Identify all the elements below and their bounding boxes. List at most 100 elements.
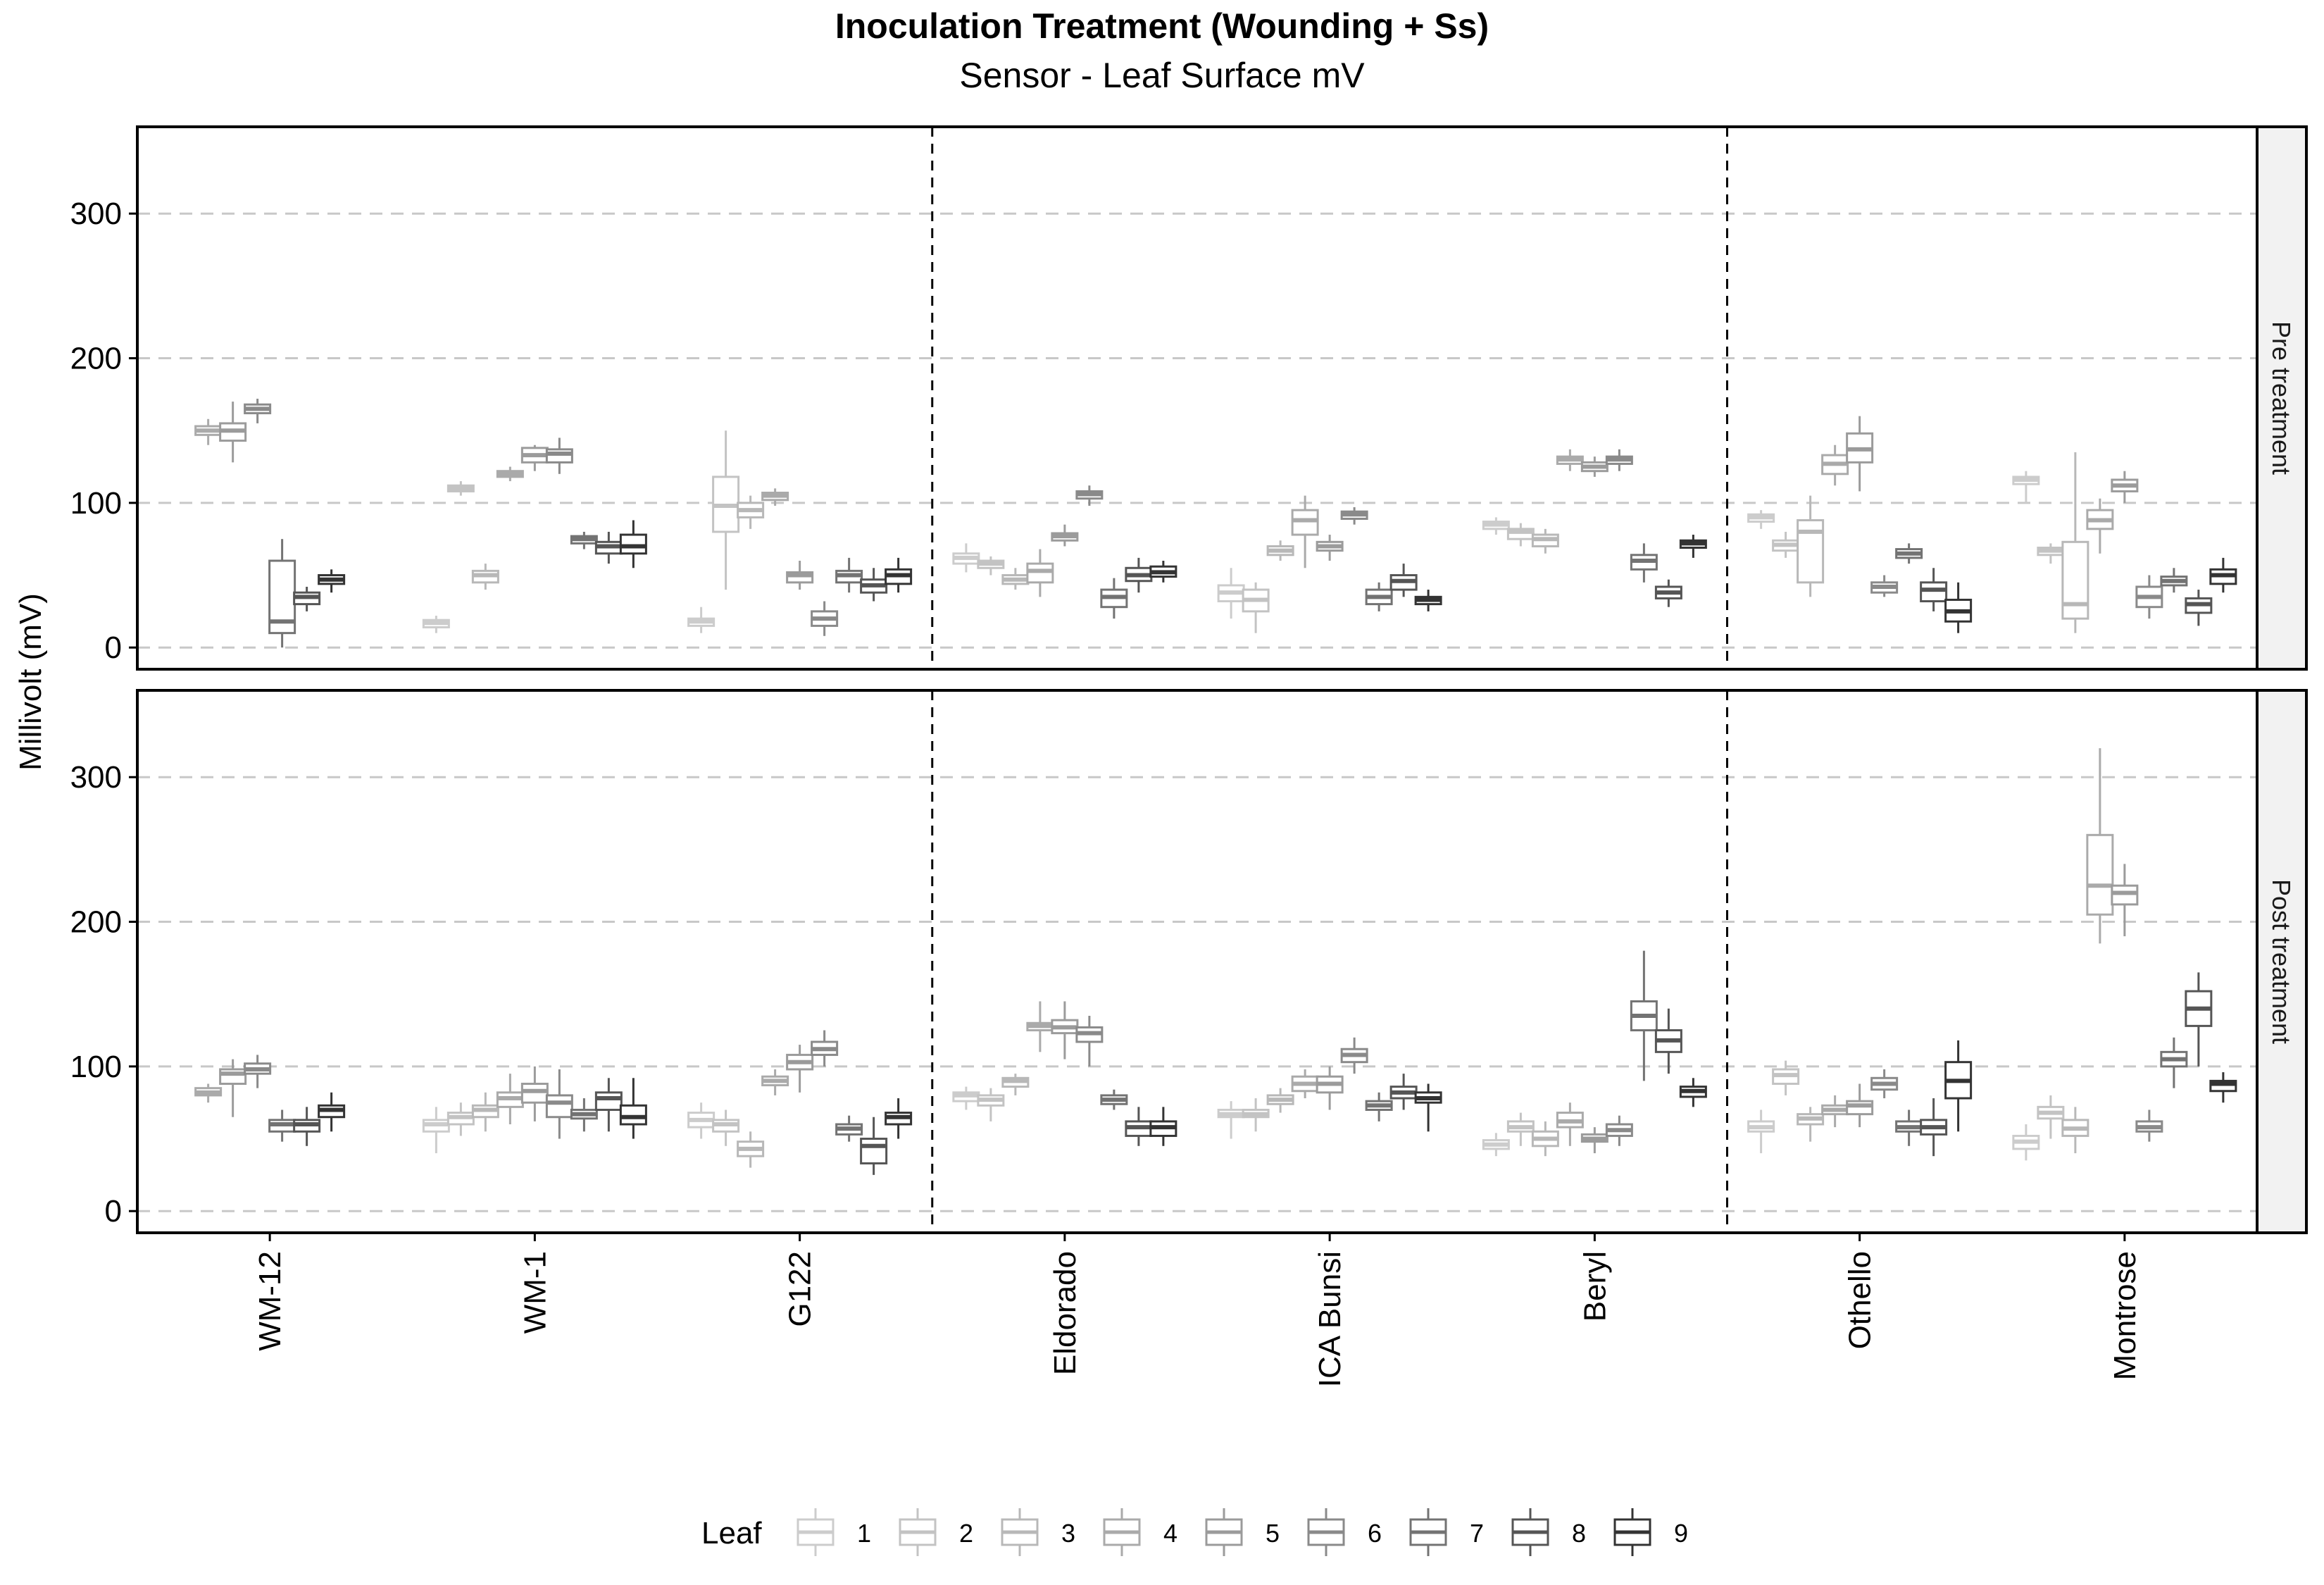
box-iqr: [1026, 562, 1054, 584]
box-wm-1-leaf-7: [570, 531, 598, 549]
box-eldorado-leaf-2: [977, 556, 1005, 576]
legend-item-leaf-4: 4: [1103, 1508, 1177, 1556]
legend-label: 3: [1061, 1519, 1075, 1548]
box-othello-leaf-2: [1772, 531, 1800, 558]
box-eldorado-leaf-8: [1125, 557, 1153, 593]
box-g122-leaf-2: [712, 1110, 740, 1146]
box-montrose-leaf-5: [2111, 471, 2139, 503]
box-beryl-leaf-4: [1556, 449, 1584, 471]
box-eldorado-leaf-9: [1149, 561, 1177, 583]
box-wm-12-leaf-5: [219, 1059, 247, 1117]
box-montrose-leaf-4: [2086, 498, 2114, 554]
x-tick-label: Eldorado: [1048, 1251, 1082, 1375]
legend-label: 8: [1572, 1519, 1586, 1548]
box-eldorado-leaf-5: [1051, 524, 1079, 547]
box-iqr: [545, 1094, 573, 1119]
box-eldorado-leaf-4: [1026, 549, 1054, 597]
box-g122-leaf-3: [737, 1131, 765, 1168]
box-beryl-leaf-9: [1679, 1078, 1707, 1107]
box-ica-bunsi-leaf-8: [1389, 1074, 1418, 1110]
box-beryl-leaf-2: [1506, 1112, 1535, 1146]
chart-subtitle: Sensor - Leaf Surface mV: [959, 56, 1365, 95]
box-eldorado-leaf-4: [1026, 1001, 1054, 1052]
box-othello-leaf-4: [1821, 445, 1849, 486]
box-othello-leaf-8: [1920, 568, 1948, 611]
box-g122-leaf-6: [811, 1030, 839, 1067]
x-tick-label: Othello: [1843, 1251, 1878, 1349]
box-beryl-leaf-3: [1531, 1121, 1559, 1157]
box-othello-leaf-2: [1772, 1060, 1800, 1095]
legend-label: 9: [1674, 1519, 1688, 1548]
box-wm-12-leaf-4: [194, 418, 223, 445]
box-wm-12-leaf-8: [293, 1107, 321, 1146]
x-tick-label: Beryl: [1578, 1251, 1612, 1322]
box-othello-leaf-4: [1821, 1095, 1849, 1128]
box-wm-1-leaf-5: [520, 1066, 549, 1121]
box-wm-1-leaf-7: [570, 1098, 598, 1132]
box-wm-12-leaf-5: [219, 402, 247, 463]
box-eldorado-leaf-3: [1001, 568, 1030, 590]
box-wm-12-leaf-6: [244, 399, 272, 423]
legend-item-leaf-5: 5: [1205, 1508, 1280, 1556]
box-eldorado-leaf-6: [1075, 485, 1104, 506]
box-montrose-leaf-8: [2185, 590, 2213, 626]
box-othello-leaf-3: [1797, 495, 1825, 597]
box-wm-1-leaf-8: [594, 531, 623, 564]
y-tick-label: 300: [70, 197, 122, 231]
box-othello-leaf-5: [1846, 416, 1874, 492]
box-wm-1-leaf-9: [619, 520, 647, 568]
box-ica-bunsi-leaf-5: [1316, 1066, 1344, 1110]
box-wm-12-leaf-9: [318, 569, 346, 593]
box-eldorado-leaf-3: [1001, 1074, 1030, 1095]
box-montrose-leaf-3: [2061, 452, 2089, 633]
box-g122-leaf-4: [761, 1069, 789, 1095]
box-iqr: [1797, 519, 1825, 584]
y-tick-label: 0: [105, 630, 122, 665]
box-montrose-leaf-2: [2037, 543, 2065, 564]
box-montrose-leaf-6: [2135, 575, 2163, 619]
legend-title: Leaf: [701, 1516, 762, 1550]
box-g122-leaf-7: [835, 557, 863, 593]
box-iqr: [1920, 581, 1948, 602]
box-ica-bunsi-leaf-3: [1266, 540, 1294, 561]
x-tick-label: G122: [783, 1251, 818, 1327]
box-montrose-leaf-2: [2037, 1095, 2065, 1139]
box-beryl-leaf-3: [1531, 528, 1559, 554]
box-ica-bunsi-leaf-6: [1340, 1037, 1368, 1074]
box-wm-1-leaf-4: [496, 1074, 524, 1124]
box-wm-1-leaf-2: [446, 481, 475, 496]
box-montrose-leaf-3: [2061, 1107, 2089, 1154]
x-tick-label: WM-12: [253, 1251, 287, 1351]
box-wm-12-leaf-4: [194, 1083, 223, 1103]
y-tick-label: 300: [70, 760, 122, 795]
box-montrose-leaf-9: [2209, 557, 2237, 593]
box-g122-leaf-8: [860, 1117, 888, 1175]
box-iqr: [594, 1091, 623, 1111]
box-g122-leaf-9: [885, 557, 913, 593]
box-iqr: [860, 1138, 888, 1164]
box-wm-1-leaf-1: [422, 1107, 450, 1154]
legend-label: 4: [1163, 1519, 1177, 1548]
box-eldorado-leaf-8: [1125, 1107, 1153, 1146]
box-eldorado-leaf-6: [1075, 1016, 1104, 1067]
x-tick-label: WM-1: [518, 1251, 552, 1334]
box-iqr: [1291, 509, 1319, 536]
box-montrose-leaf-7: [2160, 568, 2188, 593]
box-eldorado-leaf-1: [952, 1086, 980, 1110]
box-beryl-leaf-8: [1654, 579, 1682, 607]
box-wm-1-leaf-8: [594, 1078, 623, 1132]
box-wm-12-leaf-7: [268, 1110, 296, 1142]
box-beryl-leaf-6: [1605, 449, 1633, 471]
legend-label: 1: [857, 1519, 871, 1548]
x-tick-label: Montrose: [2108, 1251, 2142, 1380]
box-beryl-leaf-7: [1630, 543, 1658, 583]
box-wm-1-leaf-3: [471, 564, 499, 590]
box-beryl-leaf-1: [1482, 1133, 1510, 1157]
legend-item-leaf-6: 6: [1307, 1508, 1382, 1556]
box-othello-leaf-6: [1870, 575, 1899, 597]
box-ica-bunsi-leaf-2: [1242, 1098, 1270, 1132]
legend-label: 6: [1368, 1519, 1382, 1548]
box-wm-12-leaf-9: [318, 1092, 346, 1132]
box-ica-bunsi-leaf-8: [1389, 564, 1418, 597]
box-montrose-leaf-6: [2135, 1110, 2163, 1142]
